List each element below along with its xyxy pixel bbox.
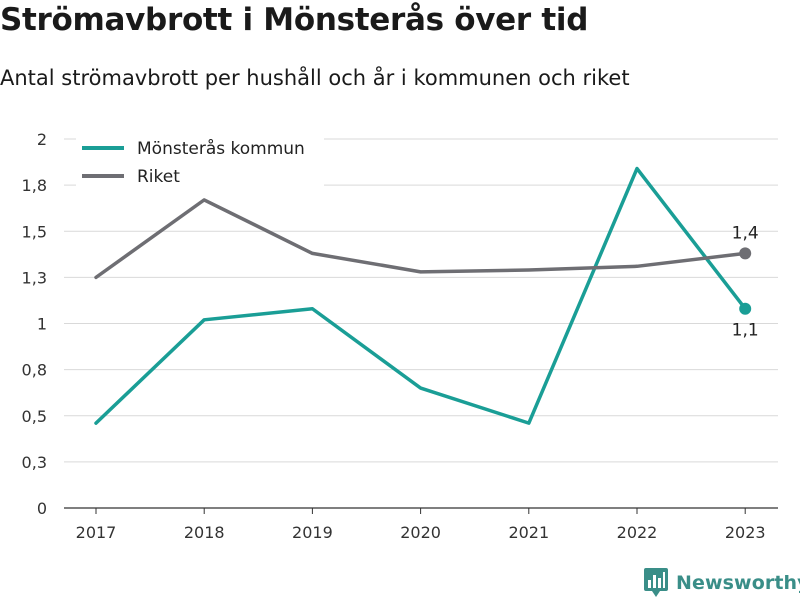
newsworthy-logo: Newsworthy <box>644 567 800 599</box>
legend-label: Riket <box>137 167 180 187</box>
series-lines: 1,1 1,4 <box>94 166 759 425</box>
y-tick-label: 1,3 <box>22 268 47 287</box>
series-end-point <box>739 247 752 260</box>
legend-label: Mönsterås kommun <box>137 138 305 159</box>
chart-subtitle: Antal strömavbrott per hushåll och år i … <box>0 66 630 90</box>
y-tick-label: 0,8 <box>22 361 47 380</box>
y-tick-label: 0,5 <box>22 407 47 426</box>
y-tick-label: 1,5 <box>22 222 47 241</box>
y-tick-label: 0 <box>37 499 47 518</box>
y-tick-label: 0,3 <box>22 453 47 472</box>
y-tick-label: 2 <box>37 130 47 149</box>
y-tick-label: 1,8 <box>22 176 47 195</box>
series-line <box>94 198 747 280</box>
series-line <box>94 166 747 425</box>
x-tick-label: 2020 <box>400 523 441 542</box>
legend-background <box>76 133 324 189</box>
series-end-label: 1,4 <box>732 223 759 243</box>
x-tick-label: 2021 <box>508 523 549 542</box>
newsworthy-logo-icon <box>644 568 668 597</box>
grid-lines <box>64 138 778 509</box>
x-tick-label: 2019 <box>292 523 333 542</box>
chart-title: Strömavbrott i Mönsterås över tid <box>0 2 589 38</box>
x-tick-label: 2023 <box>725 523 766 542</box>
series-end-label: 1,1 <box>732 321 759 341</box>
x-tick-label: 2017 <box>76 523 117 542</box>
axis-labels: 0 0,3 0,5 0,8 1 1,3 1,5 1,8 2 2017 2018 2019 2020 202… <box>22 130 766 542</box>
series-end-point <box>739 302 752 315</box>
legend: Mönsterås kommun Riket <box>76 133 324 189</box>
x-tick-label: 2018 <box>184 523 225 542</box>
newsworthy-logo-text: Newsworthy <box>676 572 800 594</box>
y-tick-label: 1 <box>37 315 47 334</box>
x-tick-label: 2022 <box>617 523 658 542</box>
